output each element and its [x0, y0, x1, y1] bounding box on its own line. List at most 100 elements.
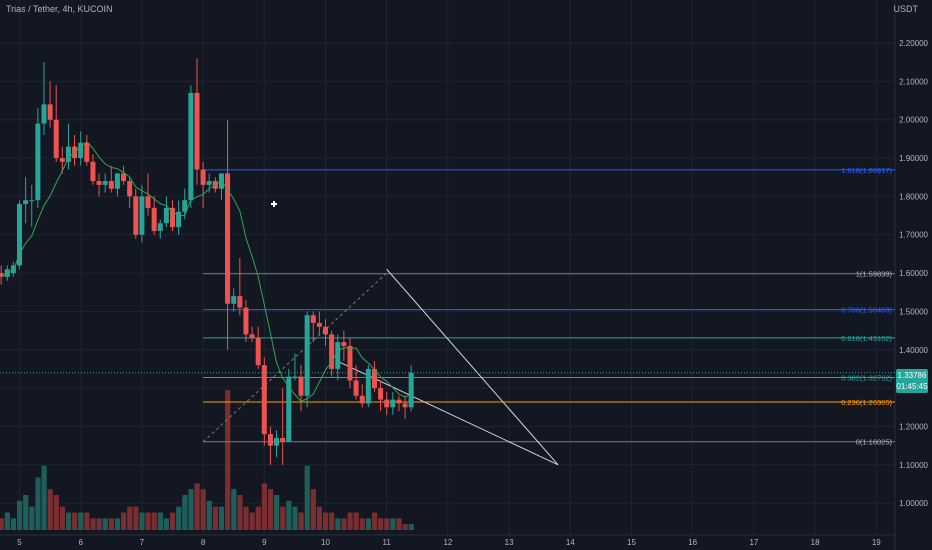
candle-body — [170, 207, 175, 228]
candle-body — [225, 173, 231, 304]
ma-line — [0, 141, 412, 402]
volume-bar — [255, 506, 261, 530]
candle-body — [65, 146, 71, 162]
candle-body — [47, 104, 53, 120]
volume-bar — [157, 512, 163, 530]
volume-bar — [114, 518, 121, 530]
volume-bar — [170, 512, 176, 530]
candle-body — [378, 388, 384, 400]
wedge-upper-line — [386, 268, 559, 466]
volume-bar — [231, 489, 237, 530]
candle-body — [127, 181, 133, 197]
volume-bar — [408, 524, 414, 530]
volume-bar — [121, 512, 127, 530]
candle-body — [84, 142, 90, 162]
volume-bar — [163, 518, 170, 530]
volume-bar — [243, 506, 249, 530]
candle-body — [329, 334, 335, 369]
volume-bar — [23, 495, 29, 530]
volume-bar — [151, 512, 157, 530]
moving-average-line — [0, 141, 895, 402]
candle-body — [200, 169, 206, 185]
candle-body — [163, 207, 169, 224]
price-axis[interactable]: 2.20000 2.10000 2.00000 1.90000 1.80000 1.700… — [899, 39, 928, 508]
candle-body — [274, 437, 280, 446]
volume-bar — [59, 506, 66, 530]
candle-body — [102, 181, 108, 185]
candle-body — [384, 399, 390, 408]
price-tick-label: 1.80000 — [899, 192, 928, 201]
price-tick-label: 2.10000 — [899, 77, 928, 86]
price-tick-label: 2.20000 — [899, 39, 928, 48]
price-tick-label: 1.40000 — [899, 346, 928, 355]
candle-body — [304, 315, 310, 396]
volume-bar — [194, 483, 200, 530]
volume-bar — [17, 500, 23, 530]
volume-bar — [267, 489, 274, 530]
candle-body — [347, 345, 353, 381]
volume-bar — [78, 512, 84, 530]
candle-body — [359, 395, 365, 404]
candle-body — [23, 200, 29, 205]
bar-countdown: 01:45:45 — [896, 382, 928, 391]
volume-bar — [35, 477, 41, 530]
candle-body — [323, 326, 328, 335]
volume-bar — [212, 506, 219, 530]
candlesticks — [0, 58, 414, 465]
fib-level-label: 0(1.16025) — [856, 438, 893, 447]
fibonacci-retracement[interactable]: 1.618(1.86917) 1(1.59839) 0.786(1.50463) 0.… — [202, 166, 895, 447]
candle-body — [341, 342, 347, 346]
volume-bar — [127, 506, 133, 530]
candle-body — [390, 399, 396, 408]
candle-body — [261, 365, 267, 435]
candle-body — [280, 437, 286, 442]
candle-body — [206, 181, 212, 185]
volume-bar — [218, 506, 225, 530]
candle-body — [41, 104, 47, 124]
volume-bar — [108, 518, 114, 530]
volume-bar — [365, 518, 372, 530]
time-tick-label: 10 — [321, 538, 330, 547]
volume-bar — [316, 506, 323, 530]
fib-level-label: 0.618(1.43102) — [841, 334, 892, 343]
symbol-title[interactable]: Trias / Tether, 4h, KUCOIN — [6, 4, 113, 14]
candle-body — [371, 368, 377, 389]
volume-bar — [65, 512, 72, 530]
volume-bar — [182, 495, 188, 530]
time-tick-label: 14 — [566, 538, 575, 547]
time-tick-label: 19 — [872, 538, 881, 547]
volume-bar — [384, 518, 390, 530]
candle-body — [176, 211, 182, 228]
time-tick-label: 16 — [688, 538, 697, 547]
volume-bar — [249, 512, 255, 530]
candle-body — [249, 334, 255, 339]
candle-body — [133, 196, 139, 235]
volume-bar — [274, 495, 280, 530]
fib-level-label: 0.786(1.50463) — [841, 306, 892, 315]
volume-bar — [145, 512, 151, 530]
candle-body — [139, 196, 145, 235]
candle-body — [237, 296, 243, 308]
volume-bar — [84, 512, 90, 530]
volume-bar — [237, 495, 243, 530]
time-tick-label: 12 — [443, 538, 452, 547]
candle-body — [17, 204, 22, 266]
volume-bar — [261, 483, 267, 530]
volume-bars — [0, 390, 414, 530]
candle-body — [243, 307, 249, 335]
volume-bar — [176, 506, 182, 530]
volume-bar — [225, 390, 231, 530]
time-axis[interactable]: 5 6 7 8 9 10 11 12 13 14 15 16 17 18 19 — [17, 538, 881, 547]
candle-body — [90, 161, 96, 182]
time-tick-label: 5 — [17, 538, 22, 547]
volume-bar — [341, 518, 347, 530]
time-tick-label: 9 — [262, 538, 267, 547]
volume-bar — [72, 512, 78, 530]
volume-bar — [102, 518, 108, 530]
last-price: 1.33786 — [897, 371, 927, 380]
candle-body — [194, 92, 200, 170]
price-tick-label: 1.70000 — [899, 231, 928, 240]
volume-bar — [133, 506, 139, 530]
volume-bar — [188, 489, 194, 530]
